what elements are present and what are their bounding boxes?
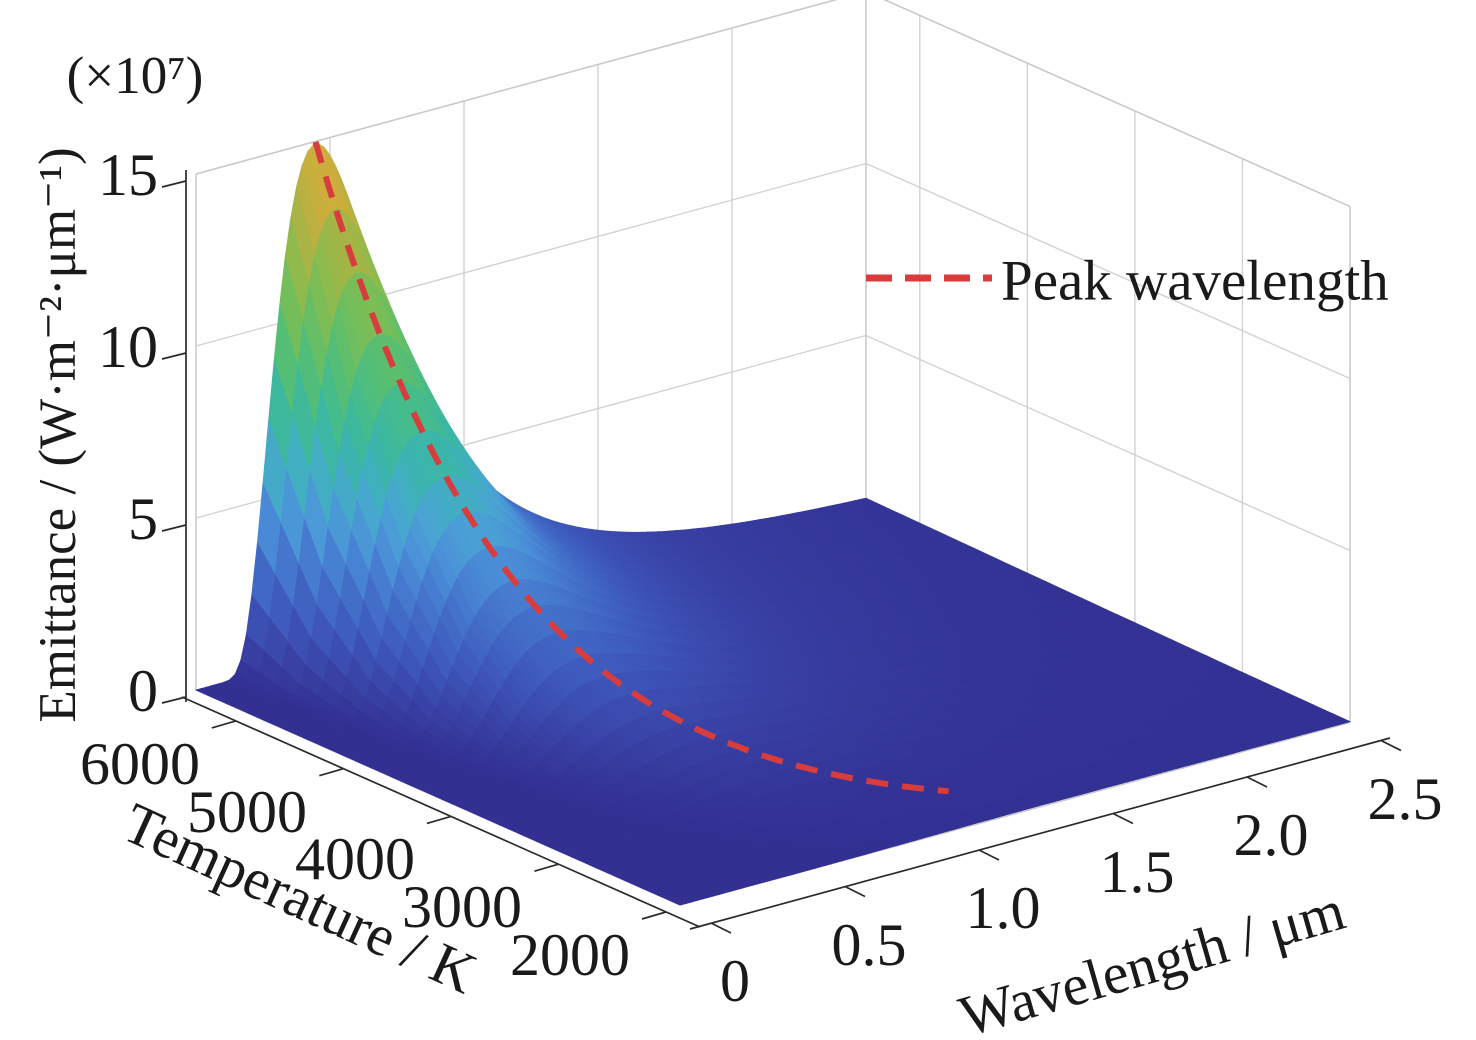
z-tick-10: 10 <box>98 314 158 380</box>
w-tick-0: 0 <box>720 948 750 1014</box>
z-tick-15: 15 <box>98 142 158 208</box>
emittance-axis-title: Emittance / (W·m⁻²·μm⁻¹) <box>29 147 87 722</box>
w-tick-1.0: 1.0 <box>966 875 1041 941</box>
z-scale-label: (×10⁷) <box>67 47 204 105</box>
w-tick-0.5: 0.5 <box>832 912 907 978</box>
t-tick-3000: 3000 <box>402 874 522 940</box>
t-tick-2000: 2000 <box>510 922 630 988</box>
w-tick-1.5: 1.5 <box>1100 839 1175 905</box>
peak-wavelength-line <box>312 141 949 795</box>
legend-label: Peak wavelength <box>1001 250 1389 313</box>
t-tick-6000: 6000 <box>80 731 200 797</box>
z-tick-5: 5 <box>128 486 158 552</box>
t-tick-5000: 5000 <box>187 779 307 845</box>
plot-3d <box>161 0 1402 934</box>
w-tick-2.5: 2.5 <box>1368 766 1443 832</box>
z-tick-0: 0 <box>128 658 158 724</box>
legend: Peak wavelength <box>866 250 1389 313</box>
axis-rulers <box>161 170 1402 934</box>
t-tick-4000: 4000 <box>295 826 415 892</box>
w-tick-2.0: 2.0 <box>1234 802 1309 868</box>
